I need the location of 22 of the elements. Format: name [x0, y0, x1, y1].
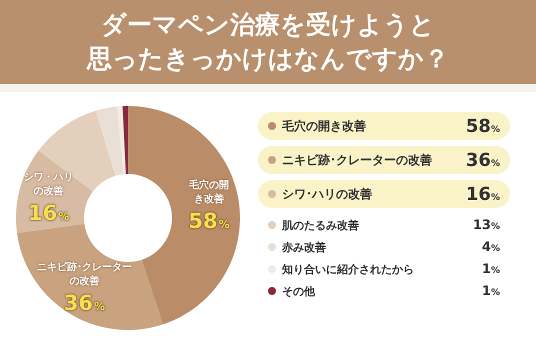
text: シワ・ハリの改善 — [24, 171, 74, 200]
data-label: 1% — [480, 284, 500, 298]
data-label: 36% — [64, 290, 106, 318]
legend-label: シワ･ハリの改善 — [282, 186, 373, 202]
data-label: 58% — [188, 208, 230, 236]
legend-label: 知り合いに紹介されたから — [282, 262, 415, 276]
data-label: 4% — [480, 240, 500, 254]
legend-label: 肌のたるみ改善 — [282, 218, 360, 232]
legend-label: ニキビ跡･クレーターの改善 — [282, 152, 433, 168]
text: 16% — [466, 184, 500, 204]
chart-subtitle: 思ったきっかけはなんですか？ — [85, 43, 450, 75]
data-label: 1% — [480, 262, 500, 276]
data-label: 16% — [28, 200, 70, 228]
text: 58% — [466, 116, 500, 136]
data-label: 13% — [472, 218, 500, 232]
chart-title: ダーマペン治療を受けようと — [100, 9, 436, 41]
legend-label: その他 — [282, 284, 316, 298]
text: 毛穴の開き改善 — [188, 179, 230, 208]
text: 36% — [466, 150, 500, 170]
text: ニキビ跡･クレーターの改善 — [36, 261, 132, 290]
legend-label: 赤み改善 — [282, 240, 327, 254]
legend-label: 毛穴の開き改善 — [282, 118, 367, 134]
